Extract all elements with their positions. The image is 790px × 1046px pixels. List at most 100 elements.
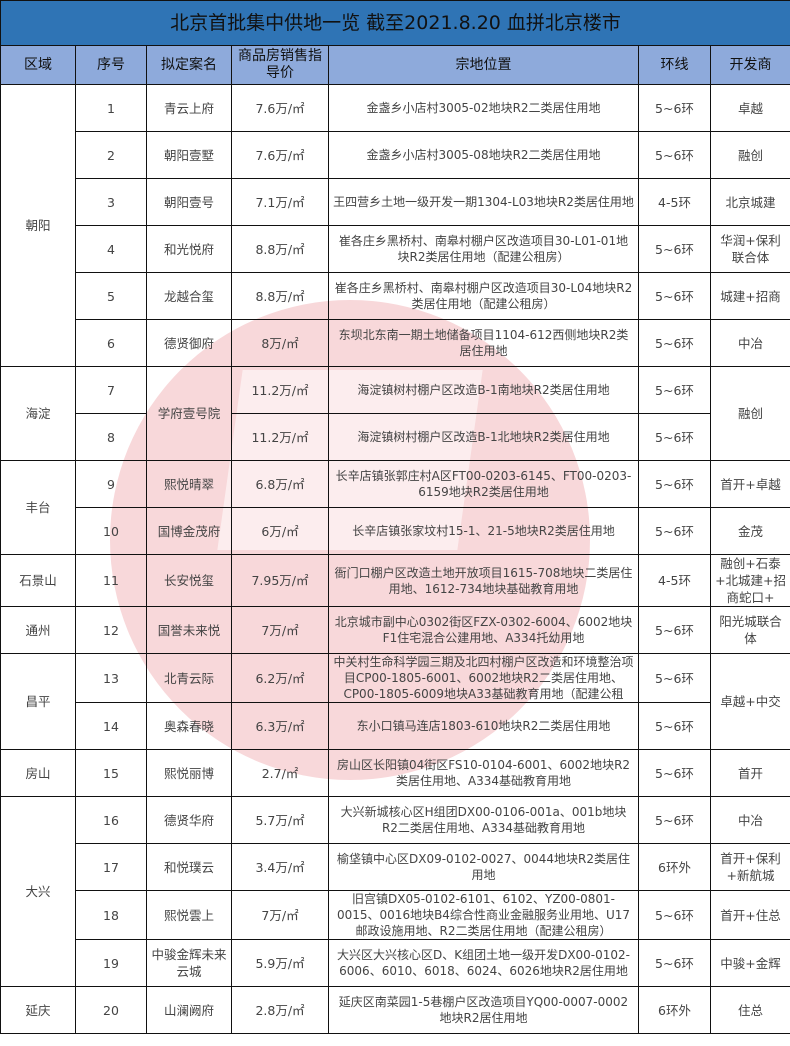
guide-price-cell: 7万/㎡ bbox=[231, 606, 329, 654]
region-cell: 朝阳 bbox=[0, 84, 76, 367]
number-cell: 7 bbox=[75, 366, 147, 414]
project-name-cell: 朝阳壹号 bbox=[146, 178, 232, 226]
table-row: 8 11.2万/㎡ 海淀镇树村棚户区改造B-1北地块R2类居住用地 5~6环 bbox=[1, 413, 790, 461]
guide-price-cell: 7.95万/㎡ bbox=[231, 554, 329, 607]
ring-road-cell: 4-5环 bbox=[638, 554, 711, 607]
guide-price-cell: 2.8万/㎡ bbox=[231, 986, 329, 1034]
table-row: 5 龙越合玺 8.8万/㎡ 崔各庄乡黑桥村、南皋村棚户区改造项目30-L04地块R2类… bbox=[1, 272, 790, 320]
developer-cell: 卓越 bbox=[709, 84, 790, 132]
location-cell: 大兴区大兴核心区D、K组团土地一级开发DX00-0102-6006、6010、6… bbox=[328, 939, 639, 987]
ring-road-cell: 5~6环 bbox=[638, 939, 711, 987]
location-cell: 衙门口棚户区改造土地开放项目1615-708地块二类居住用地、1612-734地… bbox=[328, 554, 639, 607]
location-cell: 延庆区南菜园1-5巷棚户区改造项目YQ00-0007-0002地块R2居住用地 bbox=[328, 986, 639, 1034]
number-cell: 16 bbox=[75, 796, 147, 844]
table-row: 19 中骏金辉未来云城 5.9万/㎡ 大兴区大兴核心区D、K组团土地一级开发DX00-… bbox=[1, 939, 790, 987]
number-cell: 6 bbox=[75, 319, 147, 367]
table-row: 通州 12 国誉未来悦 7万/㎡ 北京城市副中心0302街区FZX-0302-6004、… bbox=[0, 606, 790, 654]
location-cell: 东坝北东南一期土地储备项目1104-612西侧地块R2类居住用地 bbox=[328, 319, 639, 367]
region-cell: 海淀 bbox=[0, 366, 76, 461]
ring-road-cell: 5~6环 bbox=[638, 413, 711, 461]
project-name-cell: 学府壹号院 bbox=[146, 366, 232, 461]
guide-price-cell: 8万/㎡ bbox=[231, 319, 329, 367]
project-name-cell: 德贤御府 bbox=[146, 319, 232, 367]
table-row: 大兴 16 德贤华府 5.7万/㎡ 大兴新城核心区H组团DX00-0106-001a、0… bbox=[0, 796, 790, 987]
table-row: 石景山 11 长安悦玺 7.95万/㎡ 衙门口棚户区改造土地开放项目1615-708地块… bbox=[0, 554, 790, 607]
developer-cell: 华润+保利联合体 bbox=[709, 225, 790, 273]
region-cell: 石景山 bbox=[0, 554, 76, 607]
table-row: 丰台 9 熙悦晴翠 6.8万/㎡ 长辛店镇张郭庄村A区FT00-0203-6145、FT… bbox=[0, 460, 790, 555]
ring-road-cell: 4-5环 bbox=[638, 178, 711, 226]
developer-cell: 首开+住总 bbox=[709, 890, 790, 940]
table-row: 房山 15 熙悦丽博 2.7/㎡ 房山区长阳镇04街区FS10-0104-6001、60… bbox=[0, 749, 790, 797]
table-title: 北京首批集中供地一览 截至2021.8.20 血拼北京楼市 bbox=[0, 0, 790, 46]
region-cell: 丰台 bbox=[0, 460, 76, 555]
ring-road-cell: 5~6环 bbox=[638, 606, 711, 654]
table-row: 4 和光悦府 8.8万/㎡ 崔各庄乡黑桥村、南皋村棚户区改造项目30-L01-01地块… bbox=[1, 225, 790, 273]
number-cell: 3 bbox=[75, 178, 147, 226]
project-name-cell: 长安悦玺 bbox=[146, 554, 232, 607]
project-name-cell: 龙越合玺 bbox=[146, 272, 232, 320]
project-name-cell: 熙悦丽博 bbox=[146, 749, 232, 797]
location-cell: 东小口镇马连店1803-610地块R2二类居住用地 bbox=[328, 702, 639, 750]
table-row: 延庆 20 山澜阙府 2.8万/㎡ 延庆区南菜园1-5巷棚户区改造项目YQ00-0007… bbox=[0, 986, 790, 1034]
developer-cell: 阳光城联合体 bbox=[709, 606, 790, 654]
ring-road-cell: 5~6环 bbox=[638, 366, 711, 414]
location-cell: 崔各庄乡黑桥村、南皋村棚户区改造项目30-L01-01地块R2类居住用地（配建公… bbox=[328, 225, 639, 273]
developer-cell: 卓越+中交 bbox=[709, 653, 790, 750]
project-name-cell: 和悦璞云 bbox=[146, 843, 232, 891]
guide-price-cell: 5.9万/㎡ bbox=[231, 939, 329, 987]
table-row: 2 朝阳壹墅 7.6万/㎡ 金盏乡小店村3005-08地块R2二类居住用地 5~6环 融创 bbox=[1, 131, 790, 179]
table-row: 10 国博金茂府 6万/㎡ 长辛店镇张家坟村15-1、21-5地块R2类居住用地 5~6… bbox=[1, 507, 790, 555]
location-cell: 崔各庄乡黑桥村、南皋村棚户区改造项目30-L04地块R2类居住用地（配建公租房） bbox=[328, 272, 639, 320]
number-cell: 9 bbox=[75, 460, 147, 508]
developer-cell: 中冶 bbox=[709, 796, 790, 844]
number-cell: 13 bbox=[75, 653, 147, 703]
guide-price-cell: 8.8万/㎡ bbox=[231, 272, 329, 320]
number-cell: 4 bbox=[75, 225, 147, 273]
table-row: 朝阳 1 青云上府 7.6万/㎡ 金盏乡小店村3005-02地块R2二类居住用地 5~6环… bbox=[0, 84, 790, 367]
project-name-cell: 山澜阙府 bbox=[146, 986, 232, 1034]
ring-road-cell: 5~6环 bbox=[638, 319, 711, 367]
number-cell: 10 bbox=[75, 507, 147, 555]
ring-road-cell: 5~6环 bbox=[638, 507, 711, 555]
header-project-name: 拟定案名 bbox=[146, 45, 232, 85]
guide-price-cell: 6万/㎡ bbox=[231, 507, 329, 555]
guide-price-cell: 7.6万/㎡ bbox=[231, 131, 329, 179]
table-row: 18 熙悦雲上 7万/㎡ 旧宫镇DX05-0102-6101、6102、YZ00-08… bbox=[1, 890, 790, 940]
ring-road-cell: 5~6环 bbox=[638, 272, 711, 320]
guide-price-cell: 2.7/㎡ bbox=[231, 749, 329, 797]
project-name-cell: 北青云际 bbox=[146, 653, 232, 703]
guide-price-cell: 11.2万/㎡ bbox=[231, 413, 329, 461]
location-cell: 金盏乡小店村3005-02地块R2二类居住用地 bbox=[328, 84, 639, 132]
developer-cell: 中冶 bbox=[709, 319, 790, 367]
project-name-cell: 熙悦晴翠 bbox=[146, 460, 232, 508]
region-cell: 通州 bbox=[0, 606, 76, 654]
location-cell: 旧宫镇DX05-0102-6101、6102、YZ00-0801-0015、00… bbox=[328, 890, 639, 940]
developer-cell: 融创+石泰+北城建+招商蛇口+ bbox=[709, 554, 790, 607]
guide-price-cell: 7万/㎡ bbox=[231, 890, 329, 940]
guide-price-cell: 5.7万/㎡ bbox=[231, 796, 329, 844]
ring-road-cell: 5~6环 bbox=[638, 796, 711, 844]
project-name-cell: 熙悦雲上 bbox=[146, 890, 232, 940]
table-row: 3 朝阳壹号 7.1万/㎡ 王四营乡土地一级开发一期1304-L03地块R2类居住用地… bbox=[1, 178, 790, 226]
project-name-cell: 奥森春晓 bbox=[146, 702, 232, 750]
number-cell: 18 bbox=[75, 890, 147, 940]
guide-price-cell: 6.3万/㎡ bbox=[231, 702, 329, 750]
ring-road-cell: 5~6环 bbox=[638, 702, 711, 750]
number-cell: 19 bbox=[75, 939, 147, 987]
number-cell: 14 bbox=[75, 702, 147, 750]
location-cell: 大兴新城核心区H组团DX00-0106-001a、001b地块R2二类居住用地、… bbox=[328, 796, 639, 844]
developer-cell: 北京城建 bbox=[709, 178, 790, 226]
developer-cell: 首开+保利+新航城 bbox=[709, 843, 790, 891]
guide-price-cell: 8.8万/㎡ bbox=[231, 225, 329, 273]
developer-cell: 融创 bbox=[709, 366, 790, 461]
ring-road-cell: 5~6环 bbox=[638, 84, 711, 132]
header-number: 序号 bbox=[75, 45, 147, 85]
guide-price-cell: 7.1万/㎡ bbox=[231, 178, 329, 226]
project-name-cell: 德贤华府 bbox=[146, 796, 232, 844]
project-name-cell: 朝阳壹墅 bbox=[146, 131, 232, 179]
location-cell: 榆垡镇中心区DX09-0102-0027、0044地块R2类居住用地 bbox=[328, 843, 639, 891]
guide-price-cell: 3.4万/㎡ bbox=[231, 843, 329, 891]
number-cell: 15 bbox=[75, 749, 147, 797]
